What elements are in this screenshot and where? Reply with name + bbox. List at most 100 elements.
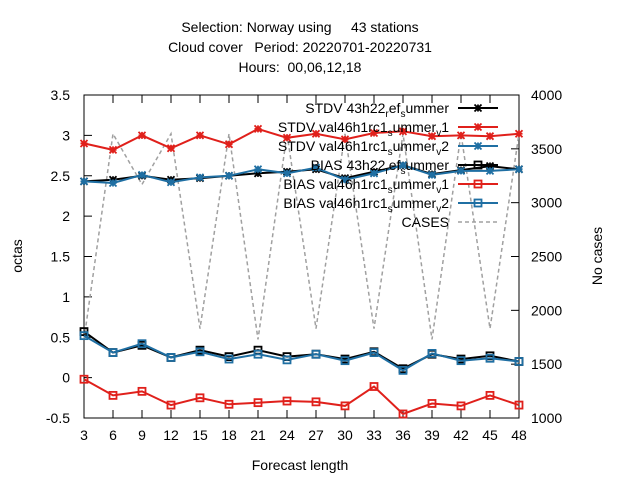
series-line xyxy=(83,378,520,416)
data-point xyxy=(282,396,292,406)
legend-text: 1 xyxy=(441,119,449,135)
legend-subscript: r xyxy=(385,166,389,177)
legend-label: STDV val46h1rc1summerv1 xyxy=(278,119,449,139)
series-7 xyxy=(83,131,520,340)
data-point xyxy=(137,170,147,180)
series-2 xyxy=(79,124,524,155)
series-5 xyxy=(79,374,524,419)
data-point xyxy=(340,401,350,411)
data-point xyxy=(137,339,147,349)
y2-tick-label: 2000 xyxy=(531,302,562,318)
series-layer xyxy=(79,124,524,419)
legend-marker xyxy=(473,179,483,189)
legend-subscript: v xyxy=(436,147,441,158)
data-point xyxy=(137,131,147,140)
title-line-1: Selection: Norway using 43 stations xyxy=(181,19,418,35)
legend-subscript: s xyxy=(388,204,393,215)
data-point xyxy=(398,409,408,419)
y-tick-label: 3.5 xyxy=(51,87,71,103)
legend-entry-7: CASES xyxy=(402,214,498,230)
data-point xyxy=(340,135,350,144)
y-axis-label: octas xyxy=(9,239,25,272)
data-point xyxy=(485,161,495,171)
tick-labels: -0.5 0 0.5 1 1.5 2 2.5 3 3.5 1000 1500 2000 2500 3000… xyxy=(46,87,562,443)
legend-subscript: s xyxy=(388,147,393,158)
legend-subscript: s xyxy=(400,109,405,120)
data-point xyxy=(340,175,350,184)
legend-text: BIAS val46h1rc1 xyxy=(283,176,387,192)
series-4 xyxy=(79,327,524,374)
legend-label: STDV val46h1rc1summerv2 xyxy=(278,138,449,158)
data-point xyxy=(79,139,89,148)
data-point xyxy=(253,349,263,359)
legend-text: ummer xyxy=(393,176,437,192)
y2-tick-label: 3000 xyxy=(531,195,562,211)
x-tick-label: 39 xyxy=(424,427,440,443)
x-tick-label: 45 xyxy=(482,427,498,443)
data-point xyxy=(311,129,321,138)
series-line xyxy=(83,131,520,340)
data-point xyxy=(369,169,379,178)
chart-title: Selection: Norway using 43 stations Clou… xyxy=(168,19,432,75)
data-point xyxy=(79,177,89,186)
data-point xyxy=(195,173,205,182)
data-point xyxy=(340,356,350,366)
legend-label: BIAS val46h1rc1summerv2 xyxy=(283,195,449,215)
series-line xyxy=(83,164,520,185)
series-6 xyxy=(79,331,524,375)
legend-subscript: s xyxy=(400,166,405,177)
legend-text: STDV val46h1rc1 xyxy=(278,138,388,154)
data-point xyxy=(166,400,176,410)
x-tick-label: 42 xyxy=(453,427,469,443)
legend-text: ummer xyxy=(393,119,437,135)
legend-subscript: v xyxy=(436,185,441,196)
data-point xyxy=(514,400,524,410)
data-point xyxy=(456,131,466,140)
legend-entry-3: STDV val46h1rc1summerv2 xyxy=(278,138,498,158)
data-point xyxy=(79,374,89,384)
x-tick-label: 36 xyxy=(395,427,411,443)
x-tick-label: 3 xyxy=(80,427,88,443)
data-point xyxy=(224,354,234,364)
data-point xyxy=(79,331,89,341)
data-point xyxy=(282,355,292,365)
legend-text: CASES xyxy=(402,214,449,230)
y2-tick-label: 1000 xyxy=(531,410,562,426)
legend-text: BIAS val46h1rc1 xyxy=(283,195,387,211)
legend-marker xyxy=(473,141,483,151)
data-point xyxy=(108,390,118,400)
legend-marker xyxy=(473,198,483,208)
legend-marker xyxy=(473,160,483,170)
data-point xyxy=(108,348,118,357)
legend-text: ef xyxy=(389,100,401,116)
y2-tick-label: 4000 xyxy=(531,87,562,103)
x-axis-label: Forecast length xyxy=(252,457,349,473)
y-tick-label: 2 xyxy=(62,208,70,224)
legend-label: CASES xyxy=(402,214,449,230)
data-point xyxy=(282,169,292,178)
x-tick-label: 48 xyxy=(511,427,527,443)
data-point xyxy=(253,165,263,174)
y2-tick-label: 2500 xyxy=(531,249,562,265)
legend-subscript: s xyxy=(388,185,393,196)
legend-text: 1 xyxy=(441,176,449,192)
data-point xyxy=(398,161,408,170)
legend-entry-4: BIAS 43h22refsummer xyxy=(311,157,498,177)
legend-text: ef xyxy=(389,157,401,173)
x-tick-label: 30 xyxy=(337,427,353,443)
y-tick-label: 0.5 xyxy=(51,329,71,345)
y2-tick-label: 3500 xyxy=(531,141,562,157)
data-point xyxy=(195,393,205,403)
series-line xyxy=(83,330,520,370)
data-point xyxy=(253,398,263,408)
data-point xyxy=(195,347,205,357)
legend-label: BIAS 43h22refsummer xyxy=(311,157,450,177)
data-point xyxy=(485,390,495,400)
y2-axis-label: No cases xyxy=(589,227,605,285)
cases-series-layer xyxy=(83,131,520,340)
legend-text: STDV 43h22 xyxy=(305,100,385,116)
legend-label: STDV 43h22refsummer xyxy=(305,100,449,120)
title-line-3: Hours: 00,06,12,18 xyxy=(239,59,362,75)
series-line xyxy=(83,127,520,151)
